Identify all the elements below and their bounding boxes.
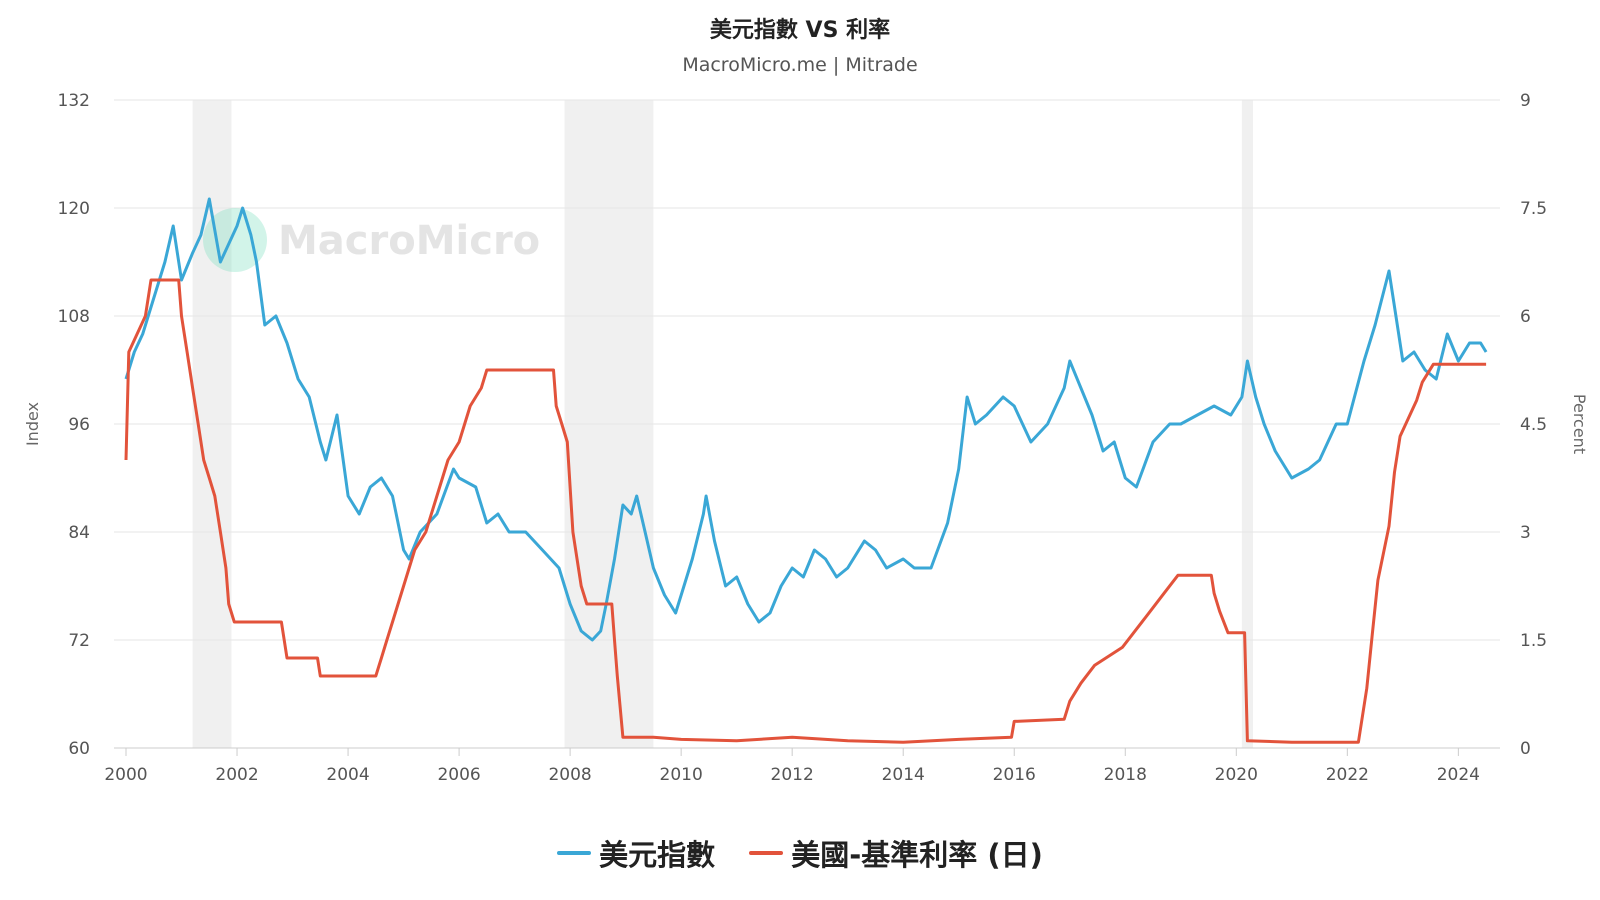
y-right-tick-label: 7.5 xyxy=(1520,199,1547,219)
y-left-tick-label: 108 xyxy=(58,307,90,327)
y-left-tick-label: 120 xyxy=(58,199,90,219)
legend-swatch-dxy xyxy=(557,851,592,855)
x-tick-label: 2002 xyxy=(215,765,258,785)
x-tick-label: 2004 xyxy=(326,765,369,785)
y-right-axis-title: Percent xyxy=(1570,394,1589,454)
watermark-text: MacroMicro xyxy=(278,218,540,264)
y-left-axis-title: Index xyxy=(23,402,42,446)
series-line-dxy xyxy=(124,197,1488,642)
y-left-tick-label: 72 xyxy=(68,631,90,651)
y-right-tick-label: 4.5 xyxy=(1520,415,1547,435)
y-right-tick-label: 1.5 xyxy=(1520,631,1547,651)
y-right-tick-label: 6 xyxy=(1520,307,1531,327)
chart-subtitle: MacroMicro.me | Mitrade xyxy=(682,54,918,76)
x-tick-label: 2000 xyxy=(104,765,147,785)
y-left-tick-label: 84 xyxy=(68,523,90,543)
y-right-tick-label: 9 xyxy=(1520,91,1531,111)
x-tick-label: 2022 xyxy=(1326,765,1369,785)
y-left-tick-label: 96 xyxy=(68,415,90,435)
x-tick-label: 2010 xyxy=(660,765,703,785)
x-tick-label: 2020 xyxy=(1215,765,1258,785)
series-line-rate xyxy=(124,278,1487,744)
chart-title: 美元指數 VS 利率 xyxy=(709,18,891,43)
legend-item-dxy[interactable]: 美元指數 xyxy=(557,832,715,874)
x-tick-label: 2006 xyxy=(437,765,480,785)
y-right-tick-label: 3 xyxy=(1520,523,1531,543)
y-left-tick-label: 132 xyxy=(58,91,90,111)
y-right-tick-label: 0 xyxy=(1520,739,1531,759)
legend-item-rate[interactable]: 美國-基準利率 (日) xyxy=(749,832,1043,874)
x-tick-label: 2016 xyxy=(993,765,1036,785)
legend: 美元指數 美國-基準利率 (日) xyxy=(0,832,1600,874)
x-tick-label: 2018 xyxy=(1104,765,1147,785)
legend-swatch-rate xyxy=(749,851,784,855)
legend-label-dxy: 美元指數 xyxy=(599,838,716,872)
legend-label-rate: 美國-基準利率 (日) xyxy=(791,838,1043,872)
x-tick-label: 2012 xyxy=(771,765,814,785)
x-tick-label: 2014 xyxy=(882,765,925,785)
x-tick-label: 2024 xyxy=(1437,765,1480,785)
y-left-tick-label: 60 xyxy=(68,739,90,759)
x-tick-label: 2008 xyxy=(548,765,591,785)
